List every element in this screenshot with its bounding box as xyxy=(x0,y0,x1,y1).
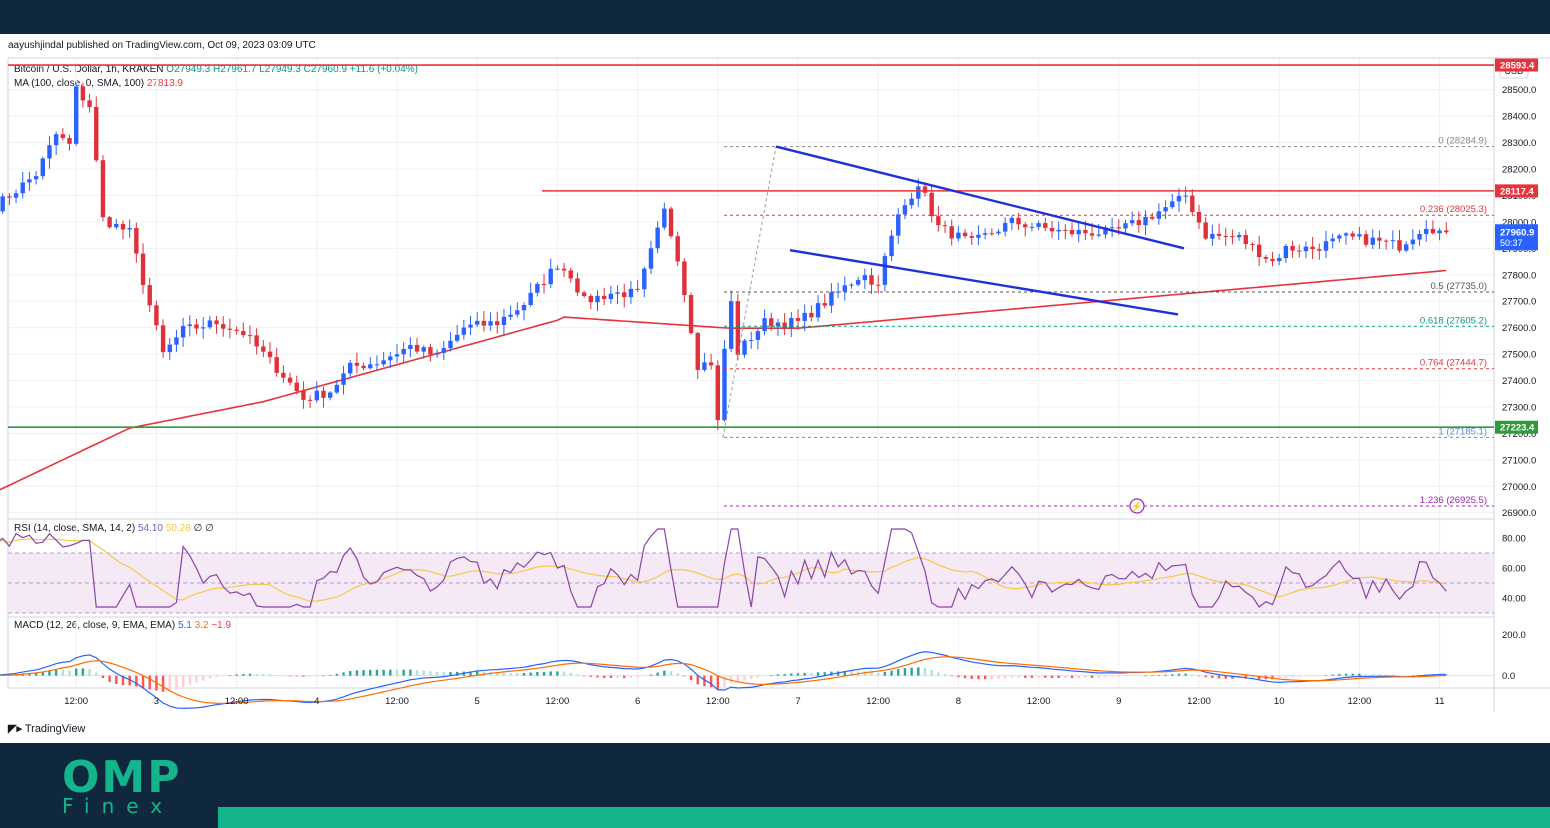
rsi-label: RSI (14, close, SMA, 14, 2) xyxy=(14,523,136,534)
top-bar xyxy=(0,0,1550,34)
macd-value: 5.1 xyxy=(177,620,192,631)
rsi-extra: ∅ ∅ xyxy=(193,523,214,534)
rsi-ma-value: 50.28 xyxy=(165,523,191,534)
brand-logo: OMP xyxy=(62,752,182,803)
rsi-value: 54.10 xyxy=(137,523,163,534)
symbol-legend: Bitcoin / U.S. Dollar, 1h, KRAKEN O27949… xyxy=(14,64,418,75)
rsi-legend[interactable]: RSI (14, close, SMA, 14, 2) 54.10 50.28 … xyxy=(14,523,214,534)
signal-value: 3.2 xyxy=(194,620,209,631)
macd-label: MACD (12, 26, close, 9, EMA, EMA) xyxy=(14,620,176,631)
ohlc-values: O27949.3 H27961.7 L27949.3 C27960.9 +11.… xyxy=(166,64,418,75)
chart-frame xyxy=(0,34,1550,743)
histogram-value: −1.9 xyxy=(211,620,232,631)
brand-subtitle: Finex xyxy=(62,794,175,818)
footer-accent-bar xyxy=(218,807,1550,828)
ma-label: MA (100, close, 0, SMA, 100) xyxy=(14,78,145,89)
tradingview-icon: ◤▸ xyxy=(8,723,22,735)
tradingview-label: TradingView xyxy=(24,723,86,735)
publish-info: aayushjindal published on TradingView.co… xyxy=(8,40,316,51)
symbol-name[interactable]: Bitcoin / U.S. Dollar, 1h, KRAKEN xyxy=(14,64,164,75)
ma-value: 27813.9 xyxy=(146,78,183,89)
macd-legend[interactable]: MACD (12, 26, close, 9, EMA, EMA) 5.1 3.… xyxy=(14,620,231,631)
tradingview-logo[interactable]: ◤▸ TradingView xyxy=(8,722,85,735)
ma-legend[interactable]: MA (100, close, 0, SMA, 100) 27813.9 xyxy=(14,78,183,89)
